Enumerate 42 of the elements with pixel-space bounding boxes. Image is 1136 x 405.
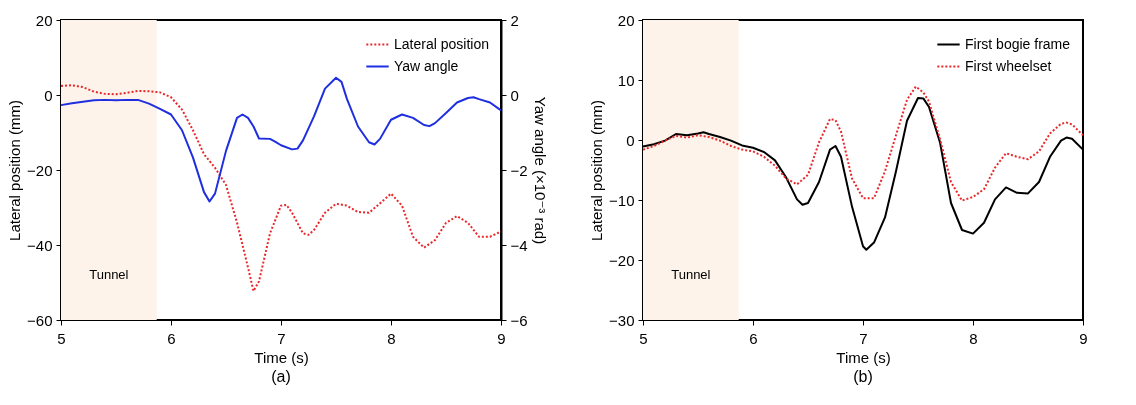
x-axis-title: Time (s) [836,348,891,366]
y-tick-label: 0 [626,131,635,149]
y2-axis-title: Yaw angle (×10⁻³ rad) [531,96,549,245]
text: (a) [271,368,291,385]
y-axis-title: Lateral position (mm) [6,100,24,241]
line-series [60,84,502,293]
line-series [60,76,502,203]
legend-label: First bogie frame [965,35,1071,52]
x-tick-label: 9 [497,329,506,347]
text: (b) [853,368,873,385]
legend-label: First wheelset [965,57,1052,74]
y-tick-label: −20 [27,161,53,179]
y2-tick-label: 0 [510,86,519,104]
legend-label: Yaw angle [394,57,459,74]
y-tick-label: 20 [35,11,53,29]
y-tick-label: −30 [609,311,635,329]
y-tick-label: −60 [27,311,53,329]
legend-label: Lateral position [394,35,489,52]
y-tick-label: −40 [27,236,53,254]
y-tick-label: −20 [609,251,635,269]
band-label: Tunnel [89,267,129,282]
x-tick-label: 6 [167,329,176,347]
y-tick-label: 10 [617,71,635,89]
y-tick-label: 20 [617,11,635,29]
x-tick-label: 5 [57,329,66,347]
y-tick-label: −10 [609,191,635,209]
y-axis-title: Lateral position (mm) [588,100,606,241]
x-tick-label: 7 [277,329,286,347]
line-series [642,85,1084,202]
x-tick-label: 5 [639,329,648,347]
x-tick-label: 7 [859,329,868,347]
x-axis-title: Time (s) [254,348,309,366]
x-tick-label: 8 [387,329,396,347]
y-tick-label: 0 [44,86,53,104]
x-tick-label: 6 [749,329,758,347]
band-label: Tunnel [671,267,711,282]
x-tick-label: 9 [1079,329,1088,347]
y2-tick-label: −6 [510,311,528,329]
x-tick-label: 8 [969,329,978,347]
y2-tick-label: −4 [510,236,528,254]
y2-tick-label: 2 [510,11,519,29]
y2-tick-label: −2 [510,161,528,179]
